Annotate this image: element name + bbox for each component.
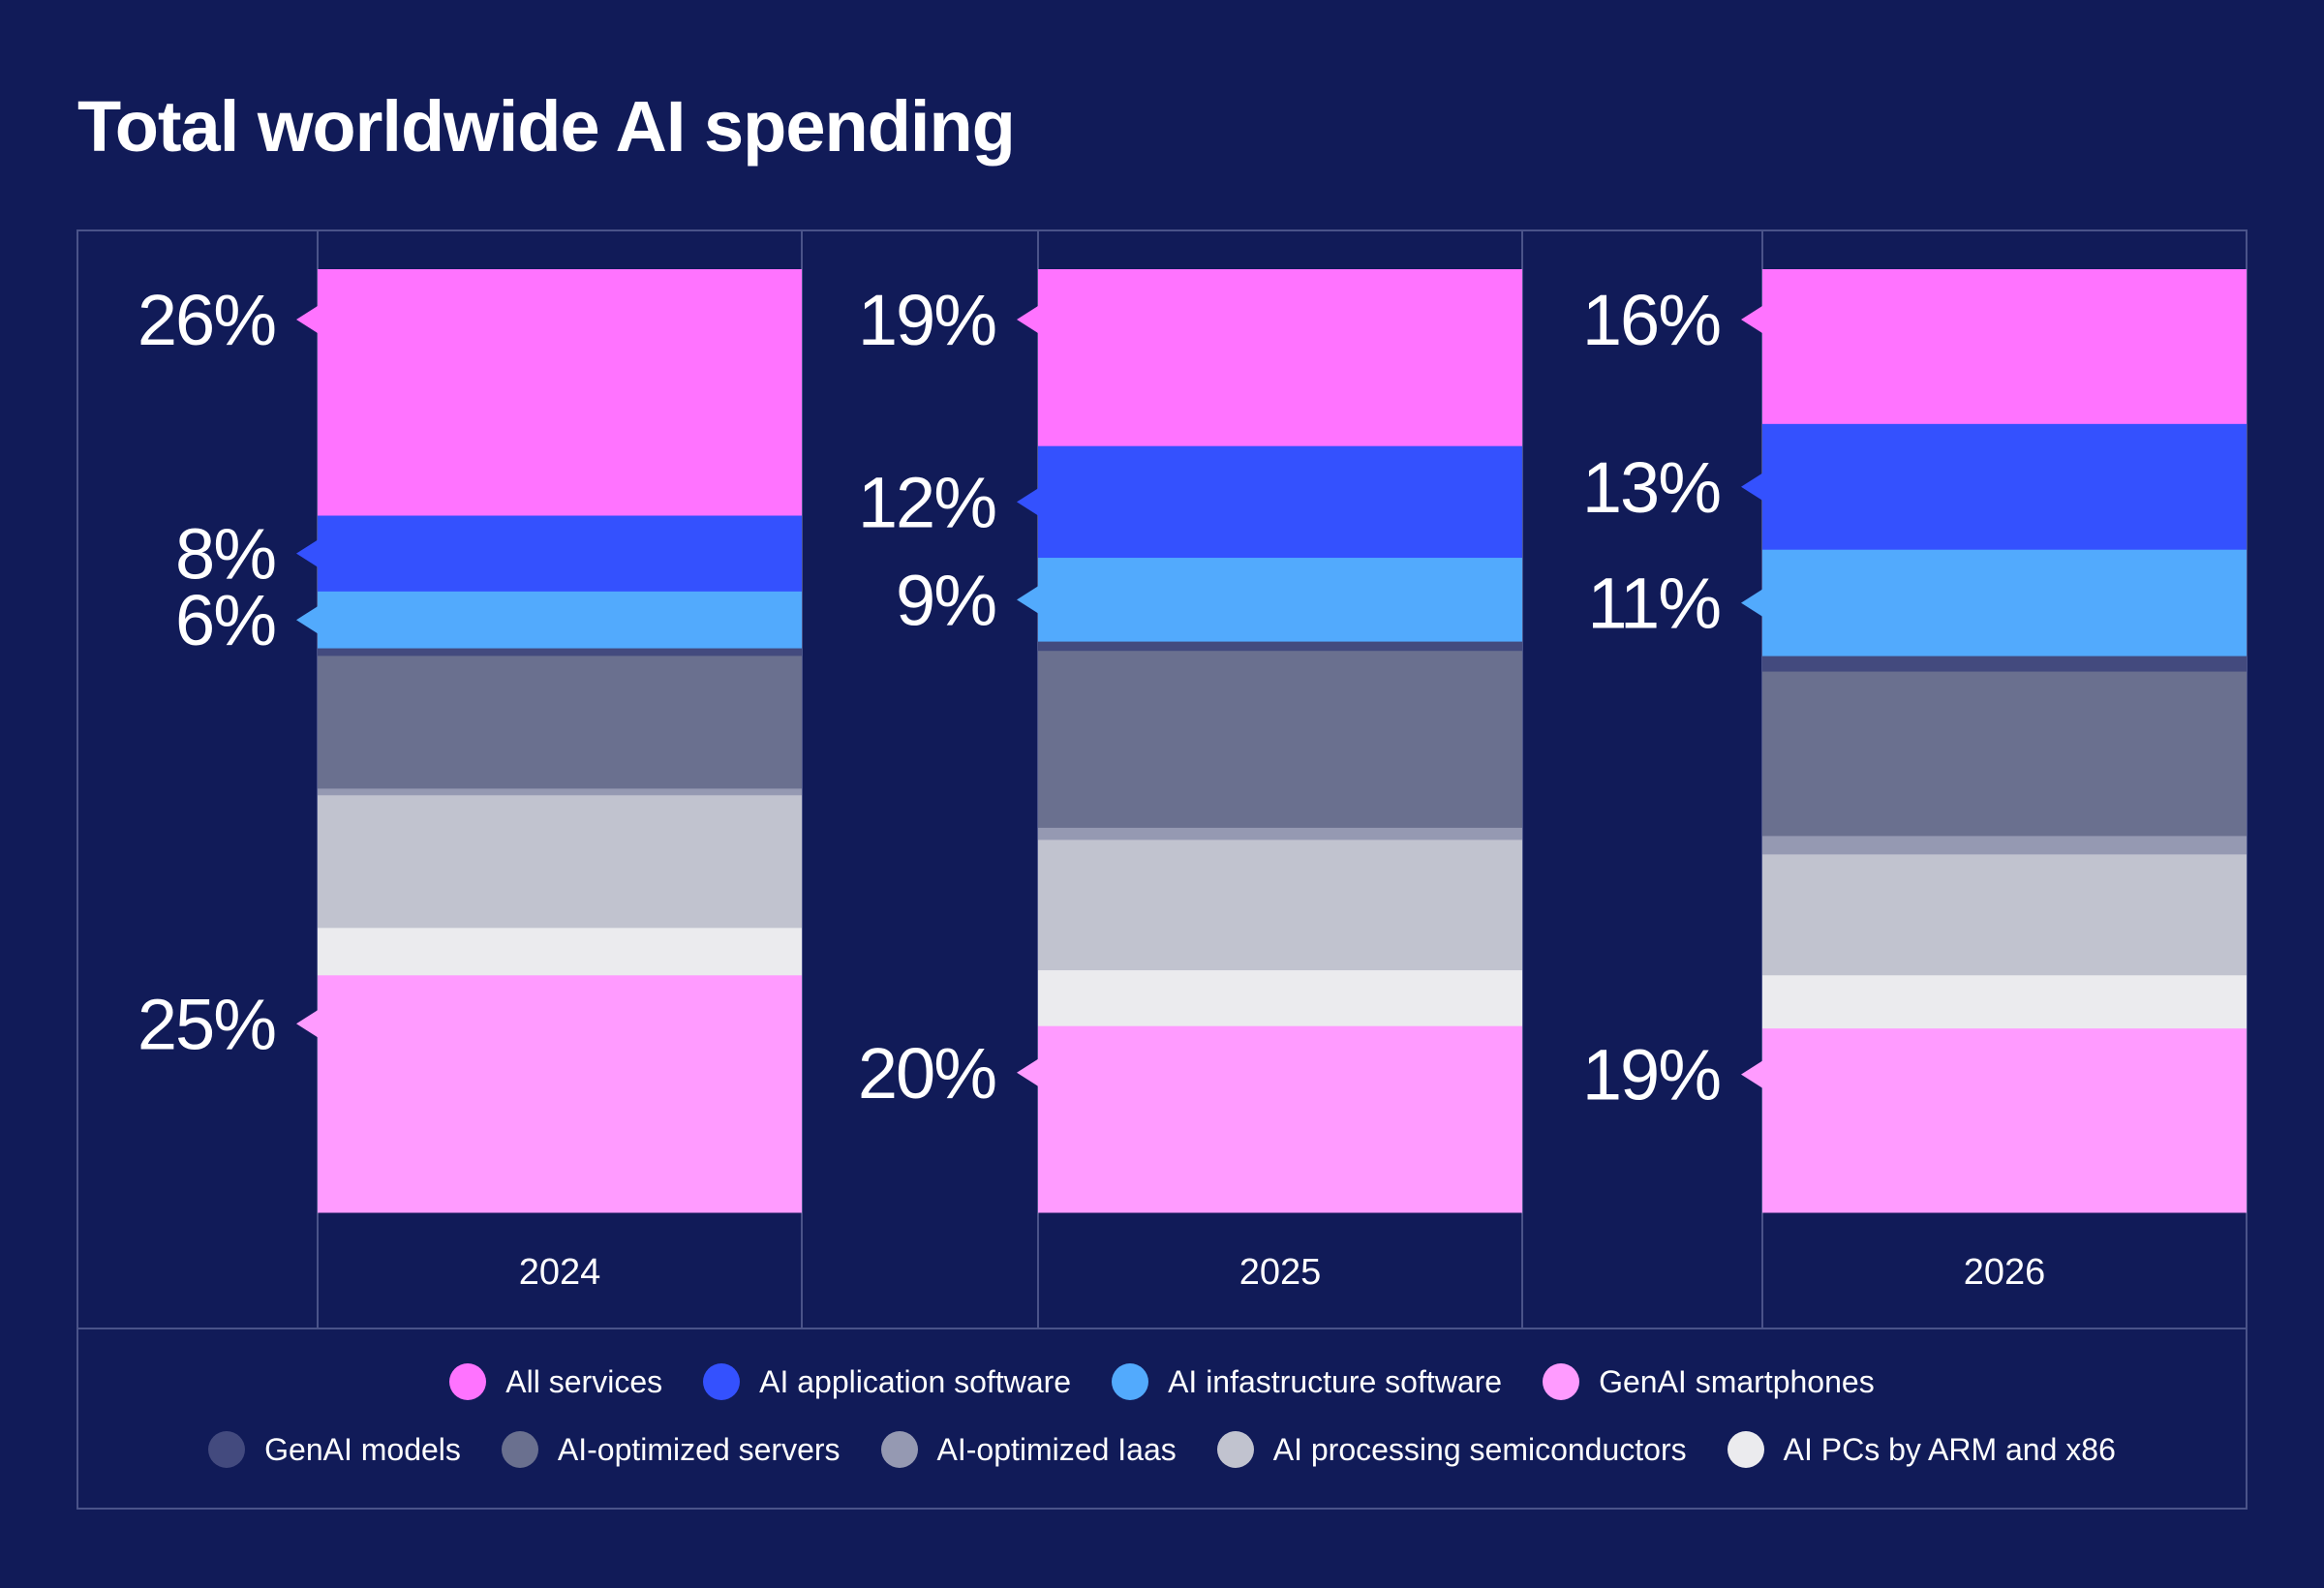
legend-row: GenAI models AI-optimized servers AI-optim… — [77, 1416, 2247, 1483]
bar-segment-all-services-2025 — [1038, 269, 1522, 447]
x-tick-labels: 2024 2025 2026 — [519, 1252, 2046, 1293]
legend-item: AI-optimized Iaas — [880, 1431, 1177, 1468]
legend-item: GenAI smartphones — [1543, 1363, 1875, 1400]
legend-item: AI application software — [703, 1363, 1071, 1400]
bar-segment-ai-pcs-by-arm-and-x86-2026 — [1762, 975, 2247, 1029]
legend-swatch-icon — [1216, 1431, 1254, 1468]
data-labels: 26% 8%6% 25% 19% 12% 9% 20% 16% 13% 11% 19% — [138, 280, 1762, 1115]
legend-swatch-icon — [208, 1431, 246, 1468]
legend-item: All services — [449, 1363, 662, 1400]
legend-label: GenAI models — [264, 1431, 461, 1467]
data-label-2024-1: 8% — [175, 514, 275, 595]
data-label-2025-3: 20% — [858, 1033, 995, 1114]
legend-swatch-icon — [1543, 1363, 1580, 1400]
label-pointer-2025-3 — [1017, 1058, 1038, 1086]
label-pointer-2024-0 — [296, 306, 318, 333]
bar-segment-genai-models-2026 — [1762, 656, 2247, 673]
bar-segment-ai-pcs-by-arm-and-x86-2025 — [1038, 970, 1522, 1027]
bar-segment-ai-optimized-servers-2024 — [318, 656, 802, 789]
bar-segment-genai-smartphones-2026 — [1762, 1028, 2247, 1213]
bar-segment-ai-optimized-servers-2025 — [1038, 651, 1522, 829]
bar-segment-genai-models-2024 — [318, 648, 802, 657]
chart-title: Total worldwide AI spending — [77, 86, 1016, 167]
data-label-2024-3: 25% — [138, 984, 275, 1064]
legend-item: AI processing semiconductors — [1216, 1431, 1687, 1468]
label-pointer-2024-3 — [296, 1010, 318, 1038]
label-pointer-2025-1 — [1017, 488, 1038, 516]
legend-swatch-icon — [449, 1363, 487, 1400]
legend-swatch-icon — [1112, 1363, 1149, 1400]
bar-segment-ai-infastructure-software-2024 — [318, 591, 802, 650]
legend-swatch-icon — [1727, 1431, 1764, 1468]
bar-stacks — [318, 269, 2247, 1213]
legend-swatch-icon — [703, 1363, 741, 1400]
x-tick-label-2026: 2026 — [1964, 1252, 2046, 1293]
x-tick-label-2024: 2024 — [519, 1252, 601, 1293]
legend-item: GenAI models — [208, 1431, 461, 1468]
label-pointer-2026-2 — [1741, 589, 1762, 617]
label-pointer-2024-1 — [296, 539, 318, 567]
bar-segment-all-services-2024 — [318, 269, 802, 517]
x-tick-label-2025: 2025 — [1239, 1252, 1322, 1293]
data-label-2025-0: 19% — [858, 280, 995, 360]
data-label-2025-2: 9% — [896, 560, 995, 640]
bar-segment-ai-processing-semiconductors-2026 — [1762, 854, 2247, 976]
legend-label: GenAI smartphones — [1599, 1363, 1875, 1399]
data-label-2025-1: 12% — [858, 462, 995, 542]
bar-segment-all-services-2026 — [1762, 269, 2247, 425]
bar-segment-ai-application-software-2026 — [1762, 423, 2247, 551]
legend-label: AI processing semiconductors — [1272, 1431, 1687, 1467]
bar-segment-ai-optimized-iaas-2025 — [1038, 827, 1522, 840]
label-pointer-2025-2 — [1017, 586, 1038, 614]
data-label-2026-2: 11% — [1587, 564, 1720, 644]
bar-segment-ai-processing-semiconductors-2025 — [1038, 840, 1522, 971]
bar-segment-genai-smartphones-2024 — [318, 975, 802, 1213]
legend-label: All services — [505, 1363, 663, 1399]
bar-segment-genai-models-2025 — [1038, 641, 1522, 652]
bar-segment-ai-pcs-by-arm-and-x86-2024 — [318, 928, 802, 976]
bar-segment-ai-application-software-2025 — [1038, 445, 1522, 559]
data-label-2024-0: 26% — [138, 280, 275, 360]
legend-label: AI infastructure software — [1168, 1363, 1503, 1399]
bar-segment-ai-infastructure-software-2025 — [1038, 558, 1522, 643]
data-label-2026-3: 19% — [1582, 1035, 1720, 1115]
bar-segment-ai-optimized-servers-2026 — [1762, 671, 2247, 837]
legend-item: AI infastructure software — [1112, 1363, 1502, 1400]
legend-swatch-icon — [880, 1431, 918, 1468]
label-pointer-2026-0 — [1741, 306, 1762, 333]
legend-label: AI-optimized servers — [557, 1431, 841, 1467]
legend-label: AI application software — [759, 1363, 1072, 1399]
legend-item: AI-optimized servers — [501, 1431, 841, 1468]
data-label-2024-2: 6% — [175, 580, 275, 660]
legend-item: AI PCs by ARM and x86 — [1727, 1431, 2116, 1468]
legend-row: All services AI application software AI in… — [77, 1348, 2247, 1416]
bar-segment-ai-optimized-iaas-2024 — [318, 788, 802, 796]
data-label-2026-1: 13% — [1582, 447, 1720, 528]
legend-label: AI-optimized Iaas — [936, 1431, 1177, 1467]
data-label-2026-0: 16% — [1582, 280, 1720, 360]
legend-label: AI PCs by ARM and x86 — [1783, 1431, 2116, 1467]
bar-segment-ai-infastructure-software-2026 — [1762, 549, 2247, 657]
bar-segment-ai-processing-semiconductors-2024 — [318, 795, 802, 929]
legend: All services AI application software AI in… — [77, 1328, 2247, 1509]
label-pointer-2024-2 — [296, 606, 318, 634]
label-pointer-2025-0 — [1017, 306, 1038, 333]
bar-segment-ai-optimized-iaas-2026 — [1762, 836, 2247, 855]
bar-segment-genai-smartphones-2025 — [1038, 1025, 1522, 1213]
bar-segment-ai-application-software-2024 — [318, 515, 802, 593]
label-pointer-2026-1 — [1741, 473, 1762, 501]
legend-swatch-icon — [501, 1431, 538, 1468]
label-pointer-2026-3 — [1741, 1060, 1762, 1088]
